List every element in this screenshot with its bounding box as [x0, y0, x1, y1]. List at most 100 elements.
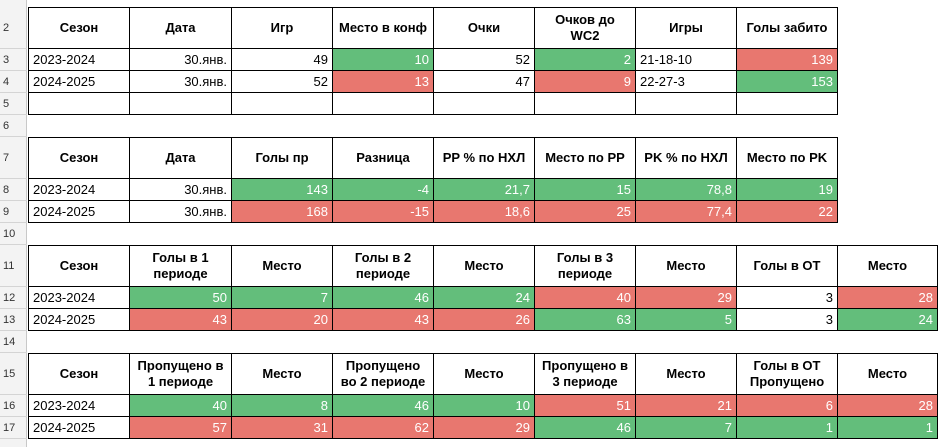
t4-header-cell[interactable]: Голы в ОТ Пропущено	[737, 353, 838, 395]
t4-header-cell[interactable]: Пропущено во 2 периоде	[333, 353, 434, 395]
t1-empty-cell[interactable]	[535, 93, 636, 115]
t3-data-cell[interactable]: 43	[333, 309, 434, 331]
t3-data-cell[interactable]: 2023-2024	[28, 287, 130, 309]
t1-header-cell[interactable]: Игр	[232, 7, 333, 49]
row-number[interactable]: 2	[0, 7, 27, 49]
t3-data-cell[interactable]: 2024-2025	[28, 309, 130, 331]
t4-header-cell[interactable]: Место	[434, 353, 535, 395]
t2-data-cell[interactable]: 21,7	[434, 179, 535, 201]
t3-data-cell[interactable]: 26	[434, 309, 535, 331]
t3-data-cell[interactable]: 50	[130, 287, 232, 309]
t2-data-cell[interactable]: 2023-2024	[28, 179, 130, 201]
row-number[interactable]: 16	[0, 395, 27, 417]
row-number[interactable]: 11	[0, 245, 27, 287]
t4-data-cell[interactable]: 2024-2025	[28, 417, 130, 439]
t3-data-cell[interactable]: 3	[737, 309, 838, 331]
t1-empty-cell[interactable]	[636, 93, 737, 115]
row-number[interactable]: 7	[0, 137, 27, 179]
t1-header-cell[interactable]: Сезон	[28, 7, 130, 49]
t1-data-cell[interactable]: 21-18-10	[636, 49, 737, 71]
t4-data-cell[interactable]: 29	[434, 417, 535, 439]
t4-data-cell[interactable]: 2023-2024	[28, 395, 130, 417]
t1-data-cell[interactable]: 2023-2024	[28, 49, 130, 71]
t1-empty-cell[interactable]	[737, 93, 838, 115]
t3-data-cell[interactable]: 46	[333, 287, 434, 309]
t2-header-cell[interactable]: PK % по НХЛ	[636, 137, 737, 179]
t4-header-cell[interactable]: Место	[838, 353, 938, 395]
t1-empty-cell[interactable]	[232, 93, 333, 115]
t4-data-cell[interactable]: 6	[737, 395, 838, 417]
row-number[interactable]: 3	[0, 49, 27, 71]
t4-data-cell[interactable]: 57	[130, 417, 232, 439]
t1-data-cell[interactable]: 22-27-3	[636, 71, 737, 93]
t1-data-cell[interactable]: 9	[535, 71, 636, 93]
t4-data-cell[interactable]: 62	[333, 417, 434, 439]
t4-data-cell[interactable]: 40	[130, 395, 232, 417]
t1-empty-cell[interactable]	[333, 93, 434, 115]
t2-data-cell[interactable]: 19	[737, 179, 838, 201]
t1-empty-cell[interactable]	[434, 93, 535, 115]
t3-data-cell[interactable]: 20	[232, 309, 333, 331]
t3-data-cell[interactable]: 7	[232, 287, 333, 309]
t1-data-cell[interactable]: 2024-2025	[28, 71, 130, 93]
t4-data-cell[interactable]: 46	[333, 395, 434, 417]
t2-data-cell[interactable]: -4	[333, 179, 434, 201]
t4-data-cell[interactable]: 31	[232, 417, 333, 439]
row-number[interactable]: 8	[0, 179, 27, 201]
t3-header-cell[interactable]: Голы в 2 периоде	[333, 245, 434, 287]
t2-data-cell[interactable]: 22	[737, 201, 838, 223]
t1-data-cell[interactable]: 30.янв.	[130, 71, 232, 93]
t4-header-cell[interactable]: Пропущено в 1 периоде	[130, 353, 232, 395]
t1-data-cell[interactable]: 47	[434, 71, 535, 93]
t2-data-cell[interactable]: 2024-2025	[28, 201, 130, 223]
t3-data-cell[interactable]: 29	[636, 287, 737, 309]
t2-data-cell[interactable]: 78,8	[636, 179, 737, 201]
t4-header-cell[interactable]: Сезон	[28, 353, 130, 395]
t1-header-cell[interactable]: Место в конф	[333, 7, 434, 49]
row-number[interactable]: 6	[0, 115, 27, 137]
t3-data-cell[interactable]: 40	[535, 287, 636, 309]
t1-data-cell[interactable]: 49	[232, 49, 333, 71]
t3-header-cell[interactable]: Голы в 1 периоде	[130, 245, 232, 287]
t2-header-cell[interactable]: Сезон	[28, 137, 130, 179]
t4-header-cell[interactable]: Место	[232, 353, 333, 395]
t4-data-cell[interactable]: 1	[737, 417, 838, 439]
t2-header-cell[interactable]: Разница	[333, 137, 434, 179]
t1-empty-cell[interactable]	[130, 93, 232, 115]
t3-header-cell[interactable]: Сезон	[28, 245, 130, 287]
t1-data-cell[interactable]: 30.янв.	[130, 49, 232, 71]
t4-data-cell[interactable]: 8	[232, 395, 333, 417]
row-number[interactable]: 4	[0, 71, 27, 93]
t3-data-cell[interactable]: 63	[535, 309, 636, 331]
t3-data-cell[interactable]: 28	[838, 287, 938, 309]
t2-data-cell[interactable]: 18,6	[434, 201, 535, 223]
t1-data-cell[interactable]: 10	[333, 49, 434, 71]
t2-header-cell[interactable]: Место по PK	[737, 137, 838, 179]
t3-header-cell[interactable]: Место	[636, 245, 737, 287]
t4-data-cell[interactable]: 10	[434, 395, 535, 417]
t3-header-cell[interactable]: Место	[838, 245, 938, 287]
row-number[interactable]: 9	[0, 201, 27, 223]
t4-data-cell[interactable]: 7	[636, 417, 737, 439]
t2-data-cell[interactable]: 15	[535, 179, 636, 201]
t1-data-cell[interactable]: 139	[737, 49, 838, 71]
t1-header-cell[interactable]: Дата	[130, 7, 232, 49]
t3-data-cell[interactable]: 5	[636, 309, 737, 331]
row-number[interactable]: 5	[0, 93, 27, 115]
t2-data-cell[interactable]: 168	[232, 201, 333, 223]
t2-header-cell[interactable]: Дата	[130, 137, 232, 179]
row-number[interactable]: 17	[0, 417, 27, 439]
t1-empty-cell[interactable]	[28, 93, 130, 115]
t3-data-cell[interactable]: 24	[838, 309, 938, 331]
t4-data-cell[interactable]: 46	[535, 417, 636, 439]
t4-data-cell[interactable]: 28	[838, 395, 938, 417]
t1-header-cell[interactable]: Очков до WC2	[535, 7, 636, 49]
t1-data-cell[interactable]: 52	[232, 71, 333, 93]
t3-data-cell[interactable]: 43	[130, 309, 232, 331]
t4-header-cell[interactable]: Пропущено в 3 периоде	[535, 353, 636, 395]
row-number[interactable]: 15	[0, 353, 27, 395]
t1-data-cell[interactable]: 52	[434, 49, 535, 71]
t4-data-cell[interactable]: 1	[838, 417, 938, 439]
t4-header-cell[interactable]: Место	[636, 353, 737, 395]
t3-header-cell[interactable]: Место	[434, 245, 535, 287]
